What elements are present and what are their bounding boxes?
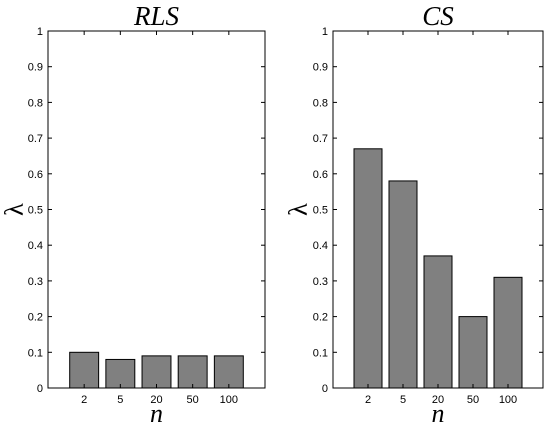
y-tick-label: 0 (322, 383, 328, 395)
bar (69, 351, 100, 389)
y-tick-label: 0.3 (28, 276, 43, 288)
plot-area (47, 30, 266, 389)
x-tick-label: 50 (187, 394, 199, 406)
y-tick-label: 0.9 (28, 62, 43, 74)
x-tick-label: 5 (400, 394, 406, 406)
chart-cs: CS n λ 0 0.1 0.2 0.3 0.4 0.5 0.6 0.7 0.8 0.9 1 2 5 20… (284, 1, 544, 428)
x-tick-label: 100 (220, 394, 238, 406)
y-tick-label: 1 (322, 26, 328, 38)
y-tick-label: 0.8 (313, 97, 328, 109)
y-tick-label: 0.7 (28, 133, 43, 145)
bar (141, 355, 172, 389)
y-tick-label: 0.4 (313, 240, 328, 252)
y-axis-label: λ (0, 203, 29, 216)
y-tick-label: 0 (37, 383, 43, 395)
x-tick-label: 50 (467, 394, 479, 406)
x-axis-label: n (432, 399, 445, 428)
y-tick-label: 1 (37, 26, 43, 38)
y-tick-label: 0.7 (313, 133, 328, 145)
x-tick-label: 2 (81, 394, 87, 406)
y-tick-label: 0.5 (313, 205, 328, 217)
chart-rls: RLS n λ 0 0.1 0.2 0.3 0.4 0.5 0.6 0.7 0.8 0.9 1 2 5 2… (0, 1, 266, 428)
x-tick-label: 2 (365, 394, 371, 406)
y-tick-label: 0.4 (28, 240, 43, 252)
y-tick-label: 0.2 (28, 312, 43, 324)
y-tick-label: 0.1 (313, 347, 328, 359)
bar (493, 276, 523, 389)
y-tick-label: 0.5 (28, 205, 43, 217)
y-tick-label: 0.8 (28, 97, 43, 109)
y-tick-label: 0.2 (313, 312, 328, 324)
bar (458, 316, 488, 389)
x-tick-label: 20 (150, 394, 162, 406)
bar (177, 355, 208, 389)
y-axis-label: λ (284, 203, 313, 216)
y-tick-label: 0.1 (28, 347, 43, 359)
chart-title: RLS (133, 1, 180, 31)
bar (388, 180, 418, 389)
bar (353, 148, 383, 389)
y-tick-label: 0.6 (28, 169, 43, 181)
bar (423, 255, 453, 389)
x-tick-label: 20 (432, 394, 444, 406)
bar (213, 355, 244, 389)
bar (105, 358, 136, 389)
x-tick-label: 100 (499, 394, 517, 406)
chart-title: CS (422, 1, 454, 31)
y-tick-label: 0.9 (313, 62, 328, 74)
y-tick-label: 0.6 (313, 169, 328, 181)
x-axis-label: n (150, 399, 163, 428)
y-tick-label: 0.3 (313, 276, 328, 288)
x-tick-label: 5 (117, 394, 123, 406)
